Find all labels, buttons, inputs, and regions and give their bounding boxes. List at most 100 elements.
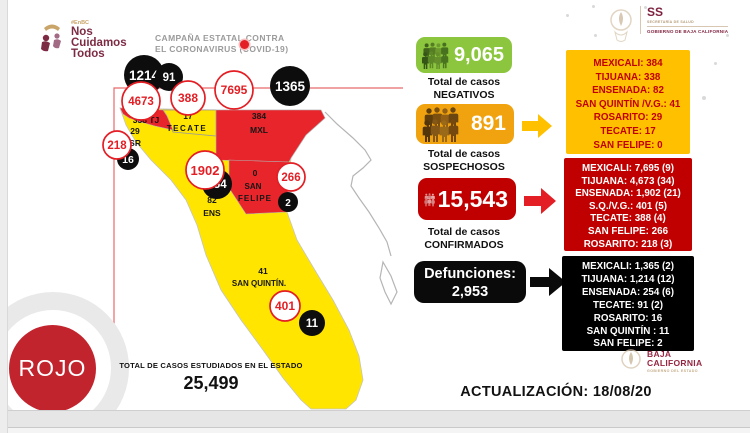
- arrow-right-icon: [524, 188, 556, 214]
- confirmed-marker-san-felipe: 266: [276, 162, 306, 192]
- svg-text:4673: 4673: [128, 96, 154, 108]
- decor-dot: [592, 5, 595, 8]
- bc-crest-icon: [621, 349, 641, 369]
- confirmados-label: Total de casos CONFIRMADOS: [424, 226, 504, 251]
- decor-dot: [644, 6, 647, 9]
- muni-row: SAN QUINTÍN : 11: [586, 325, 670, 337]
- svg-text:218: 218: [107, 140, 127, 152]
- ss-department: SECRETARÍA DE SALUD: [647, 20, 694, 24]
- muni-row: SAN FELIPE: 2: [593, 338, 663, 350]
- muni-row: ROSARITO: 16: [593, 312, 663, 324]
- muni-row: MEXICALI: 1,365 (2): [581, 261, 674, 272]
- people-group-icon: [424, 193, 435, 207]
- campaign-title-line1: CAMPAÑA ESTATAL CONTRA: [155, 33, 285, 43]
- decor-dot: [726, 34, 729, 37]
- confirmed-marker-san-quintin: 401: [269, 290, 301, 322]
- baja-california-map: 338 TJ 29 RSR 17 TECATE 384 MXL 82 ENS 0…: [102, 55, 403, 410]
- svg-text:7695: 7695: [221, 83, 248, 97]
- decor-dot: [702, 96, 706, 100]
- people-group-icon: [421, 42, 449, 70]
- update-date: ACTUALIZACIÓN: 18/08/20: [460, 384, 652, 400]
- defunciones-municipal-box: MEXICALI: 1,365 (2) TIJUANA: 1,214 (12) …: [562, 256, 694, 351]
- people-group-icon: [422, 107, 459, 142]
- negativos-value: 9,065: [453, 43, 504, 66]
- label-ensenada-num: 82: [207, 195, 217, 205]
- svg-text:11: 11: [306, 318, 319, 330]
- label-sanfelipe-l1: SAN: [245, 182, 262, 191]
- muni-row: TIJUANA: 4,673 (34): [581, 175, 675, 187]
- negativos-box: 9,065: [416, 37, 512, 73]
- campaign-logo: #EnBC Nos Cuidamos Todos: [38, 20, 127, 60]
- studied-cases-value: 25,499: [183, 373, 239, 393]
- label-mexicali-num: 384: [252, 111, 266, 121]
- brand-hashtag: #EnBC: [71, 20, 90, 26]
- muni-row: ROSARITO: 29: [593, 112, 663, 124]
- baja-california-logo: BAJA CALIFORNIA GOBIERNO DEL ESTADO: [620, 348, 702, 374]
- studied-cases: TOTAL DE CASOS ESTUDIADOS EN EL ESTADO 2…: [111, 361, 311, 394]
- muni-row: MEXICALI: 7,695 (9): [581, 163, 674, 174]
- svg-text:1902: 1902: [191, 163, 220, 178]
- muni-row: SAN FELIPE: 0: [593, 139, 663, 151]
- label-sanquintin-num: 41: [258, 266, 268, 276]
- campaign-title-line2: EL CORONAVIRUS (COVID-19): [155, 44, 289, 54]
- confirmados-municipal-box: MEXICALI: 7,695 (9) TIJUANA: 4,673 (34) …: [564, 158, 692, 251]
- bc-line2: CALIFORNIA: [647, 357, 703, 368]
- svg-text:401: 401: [275, 299, 295, 313]
- sospechosos-label: Total de casos SOSPECHOSOS: [423, 148, 505, 173]
- label-ensenada: ENS: [203, 208, 221, 218]
- sonora-outline: [324, 111, 392, 257]
- ss-government: GOBIERNO DE BAJA CALIFORNIA: [647, 26, 729, 34]
- campaign-title: CAMPAÑA ESTATAL CONTRA EL CORONAVIRUS (C…: [155, 33, 288, 55]
- sospechosos-municipal-box: MEXICALI: 384 TIJUANA: 338 ENSENADA: 82 …: [566, 50, 690, 154]
- muni-row: SAN QUINTÍN /V.G.: 41: [575, 98, 681, 110]
- sospechosos-box: 891: [416, 104, 514, 144]
- studied-cases-label: TOTAL DE CASOS ESTUDIADOS EN EL ESTADO: [119, 361, 303, 370]
- muni-row: ENSENADA: 1,902 (21): [575, 188, 681, 200]
- viewer-left-margin: [0, 0, 8, 433]
- arrow-right-icon: [530, 268, 566, 296]
- muni-row: ENSENADA: 82: [592, 85, 664, 97]
- ss-abbr: SS: [647, 5, 664, 19]
- coast-outline: [379, 260, 398, 306]
- decor-dot: [714, 62, 717, 65]
- defunciones-label: Defunciones:: [424, 266, 516, 282]
- viewer-bottom-gap: [8, 410, 750, 433]
- alert-level-text: ROJO: [18, 355, 87, 381]
- state-crest-icon: [610, 9, 632, 42]
- label-rosarito-num: 29: [130, 126, 140, 136]
- svg-text:2: 2: [285, 198, 291, 209]
- muni-row: TIJUANA: 1,214 (12): [581, 273, 675, 285]
- confirmados-box: 15,543: [418, 178, 516, 220]
- label-tecate: TECATE: [167, 124, 207, 133]
- brand-line2: Cuidamos: [71, 37, 127, 49]
- arrow-right-icon: [522, 114, 552, 138]
- decor-dot: [566, 14, 569, 17]
- defunciones-box: Defunciones: 2,953: [414, 261, 526, 303]
- confirmados-value: 15,543: [437, 185, 508, 212]
- virus-icon: [240, 40, 249, 49]
- svg-text:16: 16: [122, 154, 134, 166]
- confirmed-marker-tecate: 388: [170, 80, 206, 116]
- label-sanfelipe-num: 0: [253, 168, 258, 178]
- death-marker-tecate: 91: [155, 63, 183, 91]
- death-marker-san-quintin: 11: [299, 310, 325, 336]
- next-slide-edge: [8, 427, 750, 433]
- label-mexicali: MXL: [250, 125, 268, 135]
- svg-text:91: 91: [163, 72, 176, 84]
- svg-text:1365: 1365: [275, 79, 306, 94]
- bc-line1: BAJA: [647, 348, 672, 359]
- label-rosarito: RSR: [123, 138, 141, 148]
- death-marker-san-felipe: 2: [278, 192, 298, 212]
- svg-text:1214: 1214: [129, 68, 160, 83]
- muni-row: ENSENADA: 254 (6): [581, 286, 674, 298]
- muni-row: ROSARITO: 218 (3): [583, 238, 673, 250]
- ss-government-logo: SS SECRETARÍA DE SALUD GOBIERNO DE BAJA …: [608, 5, 729, 44]
- confirmed-marker-tijuana: 4673: [121, 81, 161, 121]
- bc-subtitle: GOBIERNO DEL ESTADO: [647, 368, 698, 373]
- death-marker-mexicali: 1365: [270, 66, 310, 106]
- svg-text:388: 388: [178, 91, 198, 105]
- confirmed-marker-mexicali: 7695: [214, 70, 254, 110]
- muni-row: S.Q./V.G.: 401 (5): [588, 200, 668, 212]
- dashboard-slide: #EnBC Nos Cuidamos Todos CAMPAÑA ESTATAL…: [8, 0, 750, 410]
